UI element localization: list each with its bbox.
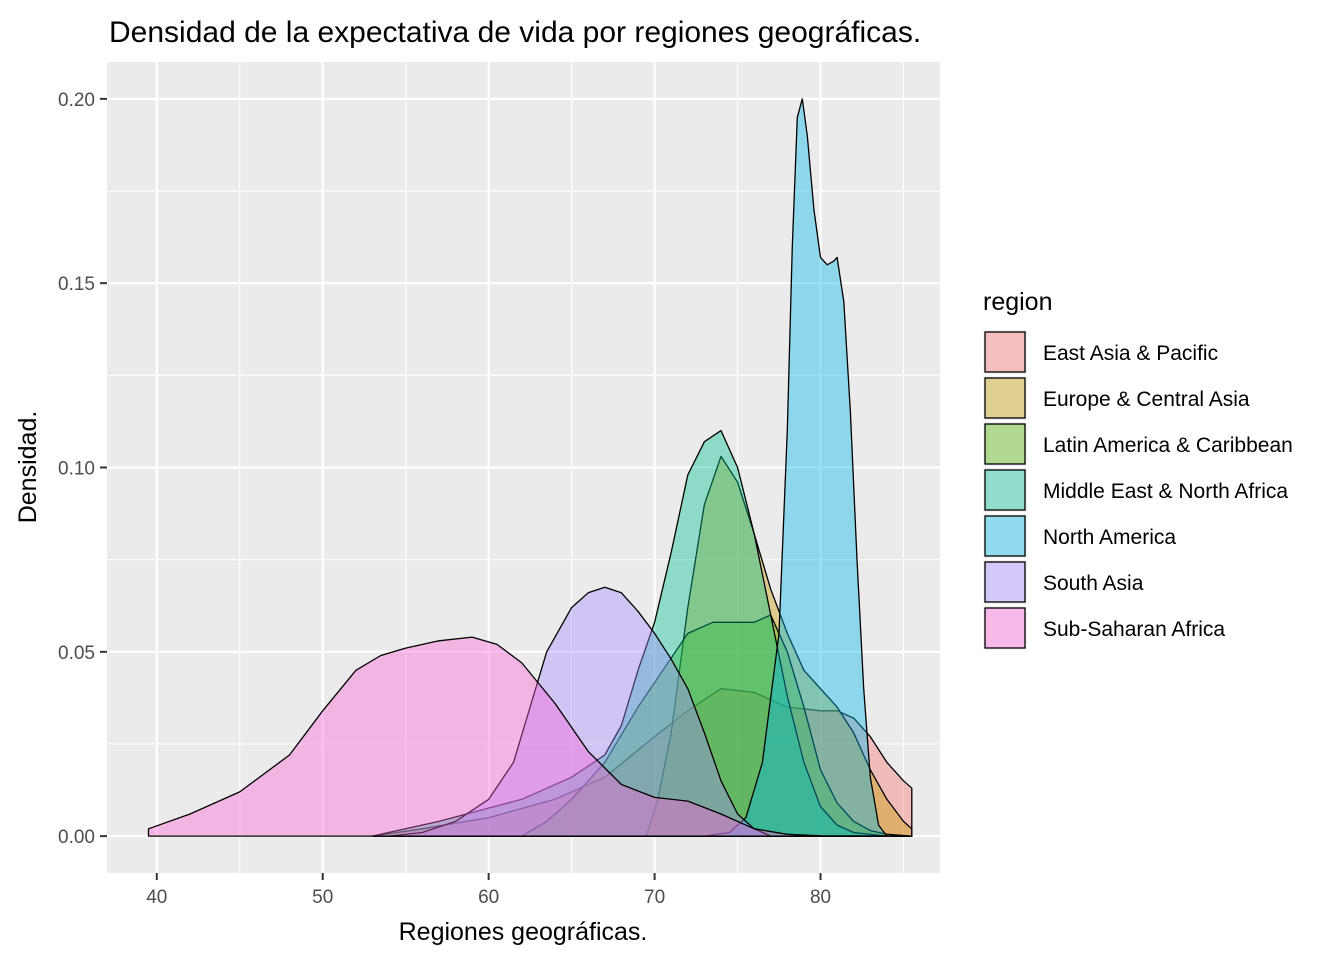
density-area-middle-east-and-north-africa xyxy=(371,429,913,837)
y-tick-label-2: 0.10 xyxy=(58,459,95,480)
legend-key-bg-6 xyxy=(983,606,1027,650)
y-axis: 0.00 0.05 0.10 0.15 0.20 xyxy=(58,90,107,848)
density-area-south-asia xyxy=(388,586,913,837)
legend-label-south-asia: South Asia xyxy=(1043,572,1144,595)
legend-title: region xyxy=(983,288,1053,316)
x-axis-title: Regiones geográficas. xyxy=(399,918,648,946)
legend-label-latin-america-and-caribbean: Latin America & Caribbean xyxy=(1043,434,1293,457)
density-series xyxy=(147,98,913,837)
y-tick-label-0: 0.00 xyxy=(58,827,95,848)
legend-swatch-north-america xyxy=(984,515,1026,557)
density-area-europe-and-central-asia xyxy=(645,455,913,837)
legend-label-north-america: North America xyxy=(1043,526,1176,549)
chart-title: Densidad de la expectativa de vida por r… xyxy=(109,16,921,49)
y-axis-title: Densidad. xyxy=(14,411,42,524)
density-area-east-asia-and-pacific xyxy=(371,688,913,837)
legend-label-sub-saharan-africa: Sub-Saharan Africa xyxy=(1043,618,1225,641)
density-area-latin-america-and-caribbean xyxy=(521,614,913,837)
legend-key-bg-4 xyxy=(983,514,1027,558)
density-area-north-america xyxy=(645,98,913,837)
legend-swatch-south-asia xyxy=(984,561,1026,603)
x-tick-label-4: 80 xyxy=(810,887,831,908)
x-tick-label-3: 70 xyxy=(644,887,665,908)
y-tick-label-1: 0.05 xyxy=(58,643,95,664)
legend-label-europe-and-central-asia: Europe & Central Asia xyxy=(1043,388,1250,411)
y-tick-label-3: 0.15 xyxy=(58,274,95,295)
legend-label-east-asia-and-pacific: East Asia & Pacific xyxy=(1043,342,1218,365)
x-tick-label-1: 50 xyxy=(312,887,333,908)
legend-key-bg-1 xyxy=(983,376,1027,420)
legend-key-bg-2 xyxy=(983,422,1027,466)
legend-swatch-east-asia-and-pacific xyxy=(984,331,1026,373)
legend-label-middle-east-and-north-africa: Middle East & North Africa xyxy=(1043,480,1288,503)
density-area-sub-saharan-africa xyxy=(147,636,913,837)
legend-swatch-sub-saharan-africa xyxy=(984,607,1026,649)
legend-key-bg-5 xyxy=(983,560,1027,604)
legend-swatch-middle-east-and-north-africa xyxy=(984,469,1026,511)
legend-items: East Asia & Pacific Europe & Central Asia… xyxy=(983,330,1293,650)
legend-swatch-europe-and-central-asia xyxy=(984,377,1026,419)
legend-key-bg-0 xyxy=(983,330,1027,374)
x-tick-label-0: 40 xyxy=(146,887,167,908)
x-axis: 40 50 60 70 80 xyxy=(146,873,831,908)
legend-swatch-latin-america-and-caribbean xyxy=(984,423,1026,465)
legend: region East Asia & Pacific Europe & Centr… xyxy=(983,288,1293,650)
y-tick-label-4: 0.20 xyxy=(58,90,95,111)
legend-key-bg-3 xyxy=(983,468,1027,512)
x-tick-label-2: 60 xyxy=(478,887,499,908)
